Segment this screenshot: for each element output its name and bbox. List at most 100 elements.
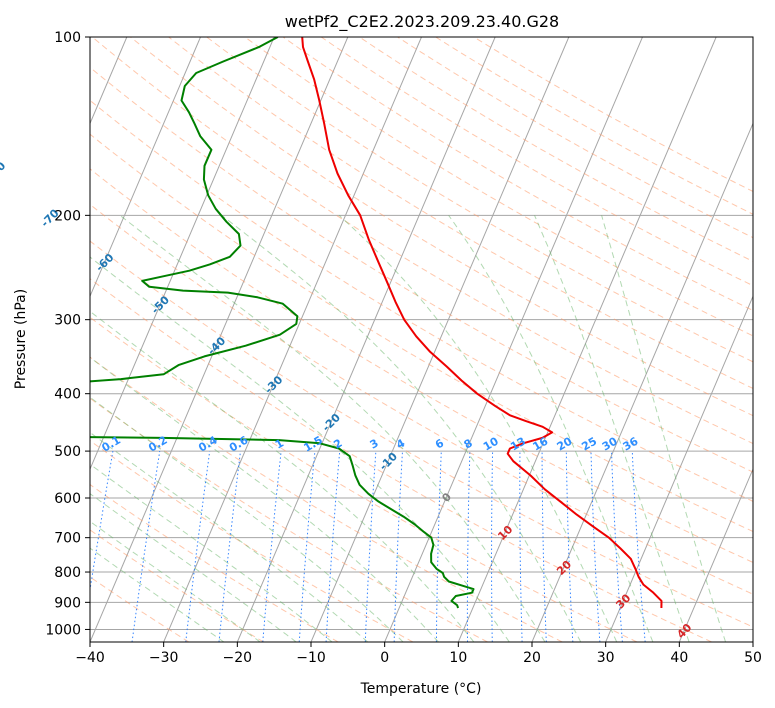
isotherm-label: -20 xyxy=(320,411,343,434)
plot-frame xyxy=(89,36,754,643)
series-layer xyxy=(90,37,663,609)
y-tick-label: 900 xyxy=(54,595,81,611)
mixing-ratio-line xyxy=(364,451,377,642)
isotherm-label: 10 xyxy=(495,523,515,543)
y-tick-label: 600 xyxy=(54,491,81,507)
isotherm xyxy=(236,37,496,642)
line-labels: 0.10.20.40.611.52346810131620253036-100-… xyxy=(0,159,695,641)
y-tick-label: 400 xyxy=(54,387,81,403)
axis-ticks: −40 −30 −20 −10 0 10 20 30 40 5010020030040050060… xyxy=(45,30,762,666)
x-tick-label: 30 xyxy=(597,650,615,666)
mixing-ratio-line xyxy=(298,451,316,642)
mixing-ratio-label: 3 xyxy=(368,437,381,452)
isotherm xyxy=(678,467,753,642)
x-tick-label: −40 xyxy=(75,650,105,666)
mixing-ratio-line xyxy=(519,451,523,642)
moist-adiabat xyxy=(534,215,690,642)
moist-adiabat xyxy=(90,493,297,642)
x-tick-label: −20 xyxy=(223,650,253,666)
moist-adiabat xyxy=(338,214,618,642)
moist-adiabat xyxy=(601,215,727,642)
x-tick-label: 0 xyxy=(380,650,389,666)
y-tick-label: 700 xyxy=(54,531,81,547)
dry-adiabat xyxy=(435,37,753,215)
moist-adiabat xyxy=(90,356,439,642)
isotherm xyxy=(90,37,201,298)
x-tick-label: −10 xyxy=(296,650,326,666)
mixing-ratio-line xyxy=(466,451,471,642)
isotherm-label: -30 xyxy=(262,373,285,396)
isotherm-label: -80 xyxy=(0,159,9,182)
y-tick-label: 500 xyxy=(54,444,81,460)
isotherm-label: -50 xyxy=(149,293,172,316)
moist-adiabat xyxy=(90,463,333,642)
moist-adiabat xyxy=(221,214,582,642)
dry-adiabat xyxy=(282,37,753,312)
isotherm xyxy=(384,37,643,642)
x-tick-label: 40 xyxy=(670,650,688,666)
mixing-ratio-line xyxy=(90,451,114,593)
dry-adiabat xyxy=(130,37,753,417)
dry-adiabat xyxy=(244,37,753,337)
mixing-ratio-line xyxy=(590,451,601,642)
dry-adiabat xyxy=(90,529,264,642)
mixing-ratio-line xyxy=(131,451,161,642)
dry-adiabat xyxy=(90,240,753,628)
mixing-ratio-label: 1 xyxy=(273,437,286,452)
isotherm xyxy=(752,640,753,642)
y-tick-label: 300 xyxy=(54,313,81,329)
moist-adiabat xyxy=(90,520,261,642)
mixing-ratio-line xyxy=(565,451,574,642)
x-tick-label: 10 xyxy=(449,650,467,666)
dry-adiabat xyxy=(90,440,414,642)
moist-adiabat xyxy=(90,396,404,642)
y-tick-label: 1000 xyxy=(45,622,81,638)
isotherm xyxy=(531,122,753,642)
background-lines xyxy=(90,37,753,642)
dry-adiabat xyxy=(90,397,488,642)
x-tick-label: 50 xyxy=(744,650,762,666)
moist-adiabat xyxy=(90,547,225,642)
moist-adiabat xyxy=(119,214,546,642)
temperature-profile-line xyxy=(301,37,663,609)
dry-adiabat xyxy=(90,483,339,642)
mixing-ratio-line xyxy=(631,451,646,642)
chart-title: wetPf2_C2E2.2023.209.23.40.G28 xyxy=(285,12,559,32)
isotherm-label: 0 xyxy=(439,490,454,505)
dry-adiabat xyxy=(90,278,712,642)
isotherm xyxy=(90,37,275,471)
dry-adiabat xyxy=(359,37,753,263)
y-tick-label: 200 xyxy=(54,208,81,224)
dry-adiabat xyxy=(90,99,753,502)
x-axis-label: Temperature (°C) xyxy=(360,681,482,697)
mixing-ratio-line xyxy=(262,451,282,642)
dewpoint-profile-line xyxy=(90,37,475,609)
isotherm-label: 30 xyxy=(613,591,633,611)
mixing-ratio-line xyxy=(435,451,442,642)
mixing-ratio-line xyxy=(491,451,494,642)
mixing-ratio-line xyxy=(185,451,211,642)
dry-adiabat xyxy=(168,37,753,389)
isotherm-label: -10 xyxy=(377,450,400,473)
x-tick-label: 20 xyxy=(523,650,541,666)
moist-adiabat xyxy=(448,215,654,642)
isotherm-label: -60 xyxy=(93,251,116,274)
mixing-ratio-label: 2 xyxy=(331,437,344,452)
dry-adiabat xyxy=(90,133,753,533)
mixing-ratio-label: 4 xyxy=(394,436,407,451)
y-tick-label: 800 xyxy=(54,565,81,581)
dry-adiabat xyxy=(91,37,753,445)
dry-adiabat xyxy=(90,316,638,642)
x-tick-label: −30 xyxy=(149,650,179,666)
isotherm xyxy=(90,37,349,642)
mixing-ratio-line xyxy=(218,451,241,642)
isotherm xyxy=(163,37,422,642)
moist-adiabat xyxy=(90,310,475,642)
isotherm-label: 40 xyxy=(674,621,694,641)
dry-adiabat xyxy=(90,203,753,595)
isotherm xyxy=(605,295,753,642)
dry-adiabat xyxy=(206,37,753,363)
isotherm-label: -40 xyxy=(205,334,228,357)
moist-adiabat xyxy=(90,256,510,642)
